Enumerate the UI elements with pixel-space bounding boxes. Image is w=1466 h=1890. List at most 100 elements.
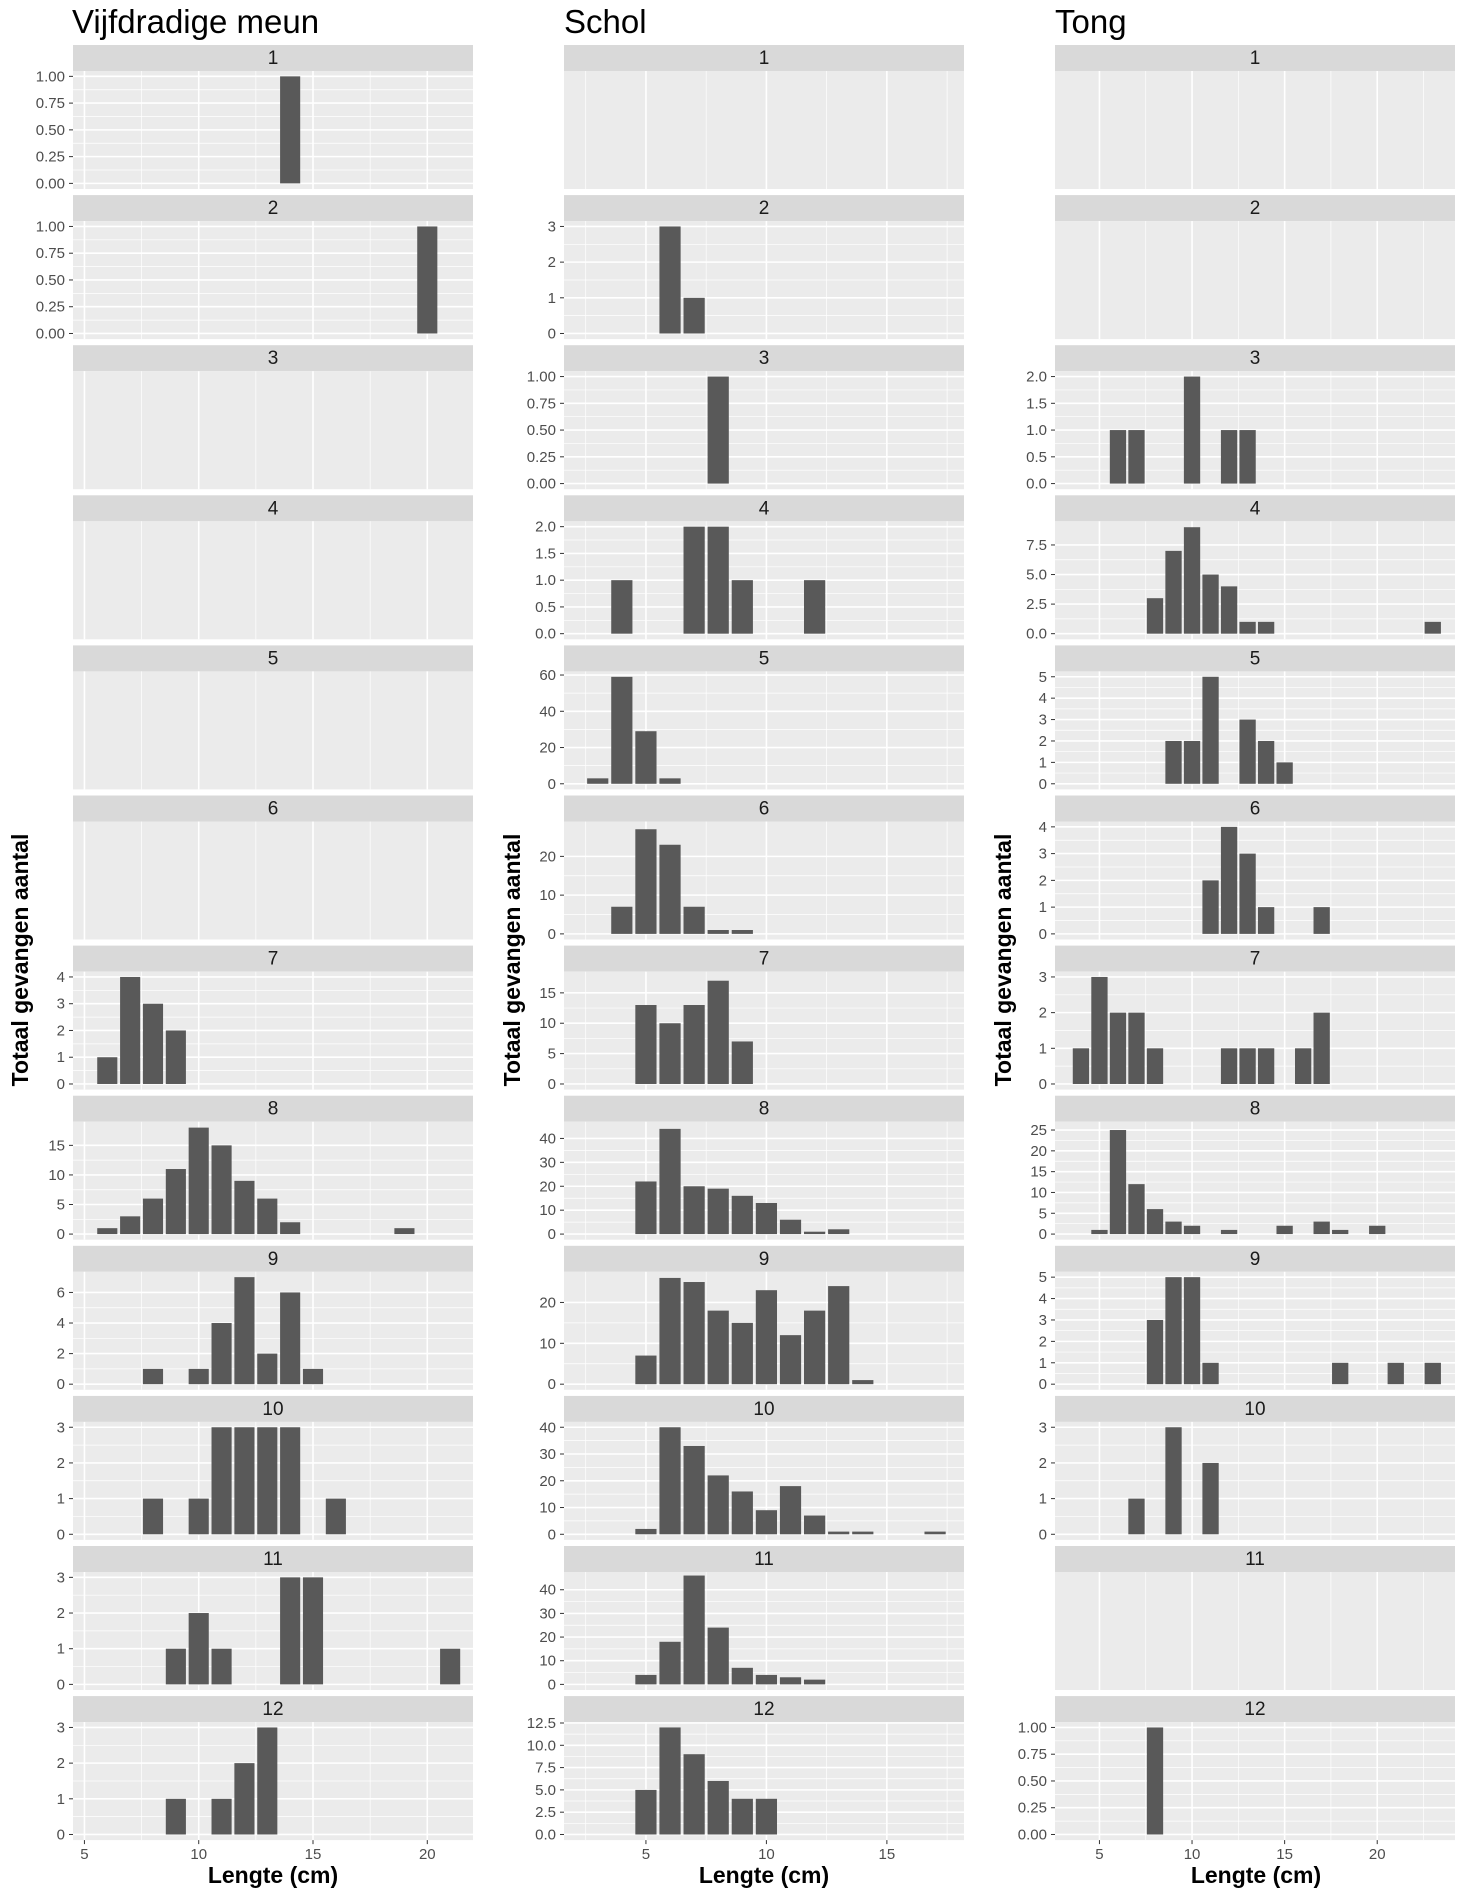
- y-tick-label: 2: [57, 1605, 65, 1622]
- histogram-bar: [1239, 621, 1256, 634]
- histogram-bar: [731, 1667, 753, 1685]
- y-tick-label: 3: [1039, 712, 1047, 729]
- facet-panel-1-2: 2 0 1 2 3: [548, 195, 964, 342]
- histogram-bar: [257, 1198, 278, 1235]
- y-tick-label: 30: [539, 1446, 556, 1463]
- histogram-bar: [779, 1219, 802, 1235]
- y-tick-label: 3: [1039, 969, 1047, 986]
- histogram-bar: [755, 1510, 778, 1535]
- facet-panel-bg: [73, 821, 473, 940]
- y-tick-label: 2: [1039, 733, 1047, 750]
- facet-panel-2-5: 5 0 1 2 3 4 5: [1039, 645, 1455, 793]
- y-tick-label: 7.5: [1026, 537, 1047, 554]
- facet-strip: [564, 45, 964, 71]
- y-tick-label: 0: [57, 1526, 65, 1543]
- y-tick-label: 3: [1039, 846, 1047, 863]
- facet-panel-1-1: 1: [564, 45, 964, 189]
- facet-strip-label: 12: [753, 1699, 774, 1720]
- y-tick-label: 5: [1039, 669, 1047, 686]
- histogram-bar: [257, 1353, 278, 1385]
- column-title-schol: Schol: [564, 3, 647, 40]
- y-tick-label: 0.25: [36, 299, 65, 316]
- y-tick-label: 2.0: [1026, 369, 1047, 386]
- facet-panel-bg: [1055, 1572, 1455, 1690]
- histogram-bar: [302, 1577, 324, 1685]
- histogram-bar: [165, 1169, 186, 1235]
- histogram-bar: [1146, 598, 1164, 634]
- y-tick-label: 10.0: [527, 1737, 556, 1754]
- x-tick-label: 5: [1095, 1846, 1103, 1863]
- y-tick-label: 0.25: [36, 149, 65, 166]
- histogram-bar: [683, 1282, 705, 1385]
- y-tick-label: 2: [1039, 1455, 1047, 1472]
- y-tick-label: 10: [539, 1500, 556, 1517]
- histogram-bar: [731, 1491, 753, 1535]
- y-tick-label: 5: [548, 1046, 556, 1063]
- facet-strip-label: 3: [1250, 348, 1261, 369]
- histogram-bar: [1128, 1012, 1145, 1084]
- y-tick-label: 15: [539, 985, 556, 1002]
- facet-panel-0-2: 2 0.00 0.25 0.50 0.75 1.00: [36, 195, 473, 342]
- facet-strip: [564, 345, 964, 372]
- y-tick-label: 3: [57, 1719, 65, 1736]
- facet-strip: [73, 1395, 473, 1422]
- histogram-bar: [1128, 430, 1145, 484]
- histogram-bar: [683, 297, 705, 334]
- facet-strip: [564, 1696, 964, 1723]
- y-tick-label: 4: [1039, 819, 1047, 836]
- facet-strip-label: 11: [1245, 1549, 1265, 1570]
- x-tick-label: 15: [1276, 1846, 1293, 1863]
- facet-panel-1-7: 7 0 5 10 15: [539, 945, 964, 1093]
- y-tick-label: 1.00: [1018, 1719, 1047, 1736]
- y-tick-label: 40: [539, 1419, 556, 1436]
- histogram-bar: [707, 930, 729, 934]
- facet-strip: [1055, 1095, 1455, 1122]
- facet-strip-label: 1: [759, 48, 770, 69]
- facet-strip-label: 7: [1250, 949, 1261, 970]
- y-tick-label: 10: [539, 887, 556, 904]
- histogram-bar: [1109, 1012, 1127, 1084]
- y-tick-label: 1: [1039, 754, 1047, 771]
- y-tick-label: 1.0: [1026, 422, 1047, 439]
- y-tick-label: 0.00: [527, 476, 556, 493]
- facet-panel-2-8: 8 0 5 10 15 20 25: [1030, 1095, 1455, 1243]
- y-tick-label: 20: [539, 1178, 556, 1195]
- facet-strip-label: 5: [268, 648, 279, 669]
- y-tick-label: 5: [57, 1197, 65, 1214]
- histogram-bar: [731, 1322, 753, 1385]
- histogram-bar: [1313, 907, 1330, 934]
- x-tick-label: 5: [80, 1846, 88, 1863]
- y-tick-label: 10: [1030, 1184, 1047, 1201]
- y-tick-label: 0.00: [1018, 1826, 1047, 1843]
- histogram-bar: [1146, 1048, 1164, 1084]
- facet-strip-label: 5: [759, 648, 770, 669]
- facet-strip: [73, 795, 473, 822]
- facet-panel-bg: [564, 1572, 964, 1690]
- facet-strip: [1055, 795, 1455, 822]
- histogram-bar: [1220, 586, 1238, 634]
- facet-panel-bg: [73, 371, 473, 490]
- y-tick-label: 0.5: [535, 599, 556, 616]
- histogram-bar: [280, 1577, 301, 1685]
- y-tick-label: 0: [57, 1076, 65, 1093]
- histogram-bar: [828, 1229, 850, 1235]
- histogram-bar: [707, 376, 729, 484]
- y-tick-label: 4: [1039, 690, 1047, 707]
- y-tick-label: 2: [1039, 1005, 1047, 1022]
- y-axis-label-schol: Totaal gevangen aantal: [499, 834, 525, 1087]
- y-tick-label: 20: [539, 740, 556, 757]
- histogram-bar: [142, 1368, 164, 1385]
- facet-strip-label: 7: [759, 949, 770, 970]
- histogram-bar: [683, 1005, 705, 1084]
- y-tick-label: 0.50: [1018, 1773, 1047, 1790]
- histogram-bar: [280, 76, 301, 184]
- y-tick-label: 0: [1039, 776, 1047, 793]
- facet-strip: [73, 495, 473, 522]
- facet-panel-2-10: 10 0 1 2 3: [1039, 1395, 1455, 1543]
- facet-strip: [73, 645, 473, 672]
- y-tick-label: 1.00: [36, 68, 65, 85]
- histogram-bar: [804, 1231, 826, 1235]
- histogram-bar: [1202, 1462, 1219, 1535]
- histogram-bar: [755, 1798, 778, 1835]
- x-tick-label: 20: [1369, 1846, 1386, 1863]
